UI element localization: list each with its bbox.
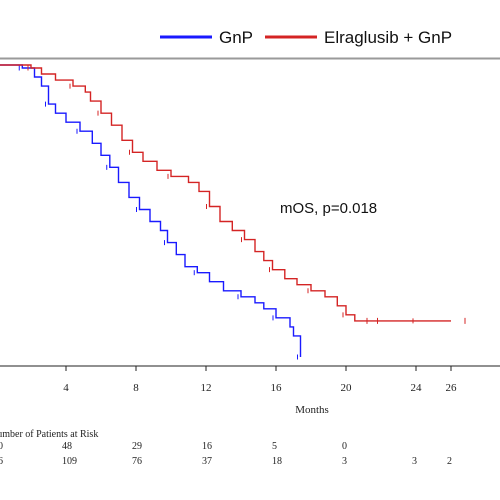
risk-cell: 109 <box>62 456 77 467</box>
series-line-elraglusib <box>0 64 451 322</box>
x-tick-label: 4 <box>63 382 69 394</box>
x-tick-label: 20 <box>341 382 353 394</box>
x-axis-ticks: 4 8 12 16 20 24 26 <box>63 366 457 394</box>
legend-label-gnp: GnP <box>219 28 253 47</box>
risk-row-label: 6 <box>0 456 3 467</box>
risk-cell: 16 <box>202 441 212 452</box>
risk-cell: 3 <box>412 456 417 467</box>
mos-annotation: mOS, p=0.018 <box>280 200 377 217</box>
risk-table-title: Number of Patients at Risk <box>0 429 98 440</box>
risk-cell: 29 <box>132 441 142 452</box>
x-tick-label: 26 <box>446 382 458 394</box>
risk-row-label: 0 <box>0 441 3 452</box>
x-tick-label: 24 <box>411 382 423 394</box>
survival-curves <box>0 64 466 360</box>
legend-label-elraglusib: Elraglusib + GnP <box>324 28 452 47</box>
risk-cell: 18 <box>272 456 282 467</box>
risk-cell: 37 <box>202 456 212 467</box>
risk-cell: 76 <box>132 456 142 467</box>
risk-cell: 0 <box>342 441 347 452</box>
risk-table: Number of Patients at Risk 0 48 29 16 5 0 6 109… <box>0 429 452 467</box>
series-line-gnp <box>0 64 302 357</box>
risk-cell: 5 <box>272 441 277 452</box>
x-tick-label: 8 <box>133 382 139 394</box>
x-tick-label: 12 <box>201 382 212 394</box>
risk-cell: 3 <box>342 456 347 467</box>
legend: GnP Elraglusib + GnP <box>160 28 452 47</box>
risk-cell: 48 <box>62 441 72 452</box>
risk-cell: 2 <box>447 456 452 467</box>
x-tick-label: 16 <box>271 382 283 394</box>
x-axis-title: Months <box>295 404 329 416</box>
